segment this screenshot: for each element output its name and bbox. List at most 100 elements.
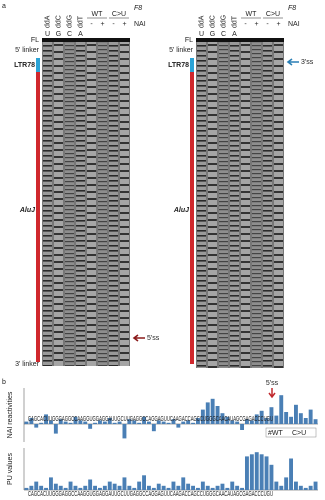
bar xyxy=(215,406,220,424)
bar xyxy=(181,421,186,424)
panel-label: b xyxy=(2,379,6,386)
bar xyxy=(127,419,132,424)
bar xyxy=(53,483,58,490)
bar xyxy=(254,452,259,490)
bar xyxy=(83,421,88,424)
bar xyxy=(298,413,303,424)
bar xyxy=(171,481,176,490)
gel-lane xyxy=(197,38,206,368)
gel-lane xyxy=(120,38,129,366)
gel-lane xyxy=(109,38,118,366)
bar xyxy=(313,419,318,424)
bar xyxy=(200,481,205,490)
site-arrow xyxy=(132,334,145,342)
lane-label: C xyxy=(67,31,72,38)
bar xyxy=(176,424,181,428)
bar xyxy=(264,418,269,424)
bar xyxy=(205,402,210,424)
nai-sign: - xyxy=(90,21,93,28)
region-label: AluJ xyxy=(173,207,190,214)
bar xyxy=(196,487,200,490)
gel-lane xyxy=(274,38,283,368)
bar xyxy=(58,485,63,490)
bar xyxy=(279,485,284,490)
site-arrow xyxy=(286,58,299,66)
bar xyxy=(230,420,235,424)
gel-lane xyxy=(65,38,74,366)
legend-entry: C>U xyxy=(292,430,306,437)
bar xyxy=(186,483,191,490)
lane-label: ddA xyxy=(44,15,51,28)
gel-lane xyxy=(43,38,52,366)
bar xyxy=(269,464,274,490)
gel-lane xyxy=(54,38,63,366)
group-label: C>U xyxy=(112,11,126,18)
bar xyxy=(102,485,107,490)
bar xyxy=(249,454,254,490)
gel-lane xyxy=(98,38,107,366)
legend-entry: #WT xyxy=(268,430,284,437)
bar xyxy=(166,422,171,424)
bar xyxy=(107,418,112,424)
bar xyxy=(68,422,73,424)
bar xyxy=(147,421,151,424)
bar xyxy=(24,487,29,490)
bar xyxy=(73,416,78,424)
bar xyxy=(132,487,137,490)
bar xyxy=(225,416,230,424)
bar xyxy=(196,418,200,424)
site-label: 5'ss xyxy=(147,335,160,342)
group-label: WT xyxy=(246,11,258,18)
bar xyxy=(34,481,39,490)
gel-lane xyxy=(230,38,239,368)
lane-label: ddC xyxy=(209,15,216,28)
bar xyxy=(289,458,293,490)
bar xyxy=(235,485,240,490)
gel-lane xyxy=(208,38,217,368)
bar xyxy=(83,485,88,490)
bar xyxy=(200,409,205,424)
bar xyxy=(151,424,156,432)
lane-label: ddA xyxy=(198,15,205,28)
gel-lane xyxy=(219,38,228,368)
bar xyxy=(254,414,259,424)
bar xyxy=(220,413,225,424)
bar xyxy=(112,483,117,490)
bar xyxy=(230,481,235,490)
bar xyxy=(122,424,127,439)
full-length-band xyxy=(196,38,284,42)
nai-sign: + xyxy=(100,21,104,28)
lane-label: G xyxy=(210,31,215,38)
bar xyxy=(156,483,161,490)
bar xyxy=(294,481,298,490)
region-label: 5' linker xyxy=(15,47,40,54)
lane-label: A xyxy=(78,31,83,38)
bar xyxy=(249,420,254,424)
charts: NAI reactivities PU values xyxy=(7,388,318,491)
region-bar xyxy=(36,72,40,362)
sequence: CAGCACUUGGGAGGCCAAGGUGGAGGAUUGCUUGAGGCCA… xyxy=(28,416,273,423)
bar xyxy=(279,395,284,424)
lane-label: ddT xyxy=(231,15,238,28)
lane-label: U xyxy=(45,31,50,38)
bar xyxy=(303,418,308,424)
bar xyxy=(151,487,156,490)
bar xyxy=(161,485,166,490)
bar xyxy=(73,485,78,490)
group-label: C>U xyxy=(266,11,280,18)
bar xyxy=(215,485,220,490)
bar xyxy=(98,420,102,424)
region-label: FL xyxy=(31,37,39,44)
gel-lane xyxy=(252,38,261,368)
bar xyxy=(44,487,48,490)
gene-label: F8 xyxy=(134,5,142,12)
bar xyxy=(210,398,215,424)
bar xyxy=(220,483,225,490)
bar xyxy=(132,420,137,424)
bar xyxy=(44,414,48,424)
bar xyxy=(93,422,97,424)
bar xyxy=(29,485,34,490)
region-label: LTR78 xyxy=(14,62,35,69)
bar xyxy=(68,481,73,490)
bar xyxy=(191,422,195,424)
